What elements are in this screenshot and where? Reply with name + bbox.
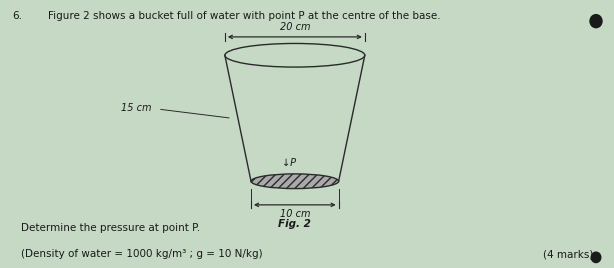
Text: (4 marks): (4 marks) <box>543 250 593 259</box>
Text: ↓P: ↓P <box>282 158 296 168</box>
Text: 20 cm: 20 cm <box>279 22 310 32</box>
Text: 6.: 6. <box>12 11 22 21</box>
Text: 10 cm: 10 cm <box>279 209 310 219</box>
Ellipse shape <box>589 14 603 28</box>
Ellipse shape <box>251 174 339 189</box>
Text: Fig. 2: Fig. 2 <box>278 219 311 229</box>
Text: 15 cm: 15 cm <box>122 103 152 113</box>
Text: Determine the pressure at point P.: Determine the pressure at point P. <box>21 223 200 233</box>
Text: Figure 2 shows a bucket full of water with point P at the centre of the base.: Figure 2 shows a bucket full of water wi… <box>49 11 441 21</box>
Text: (Density of water = 1000 kg/m³ ; g = 10 N/kg): (Density of water = 1000 kg/m³ ; g = 10 … <box>21 250 263 259</box>
Ellipse shape <box>591 251 602 263</box>
